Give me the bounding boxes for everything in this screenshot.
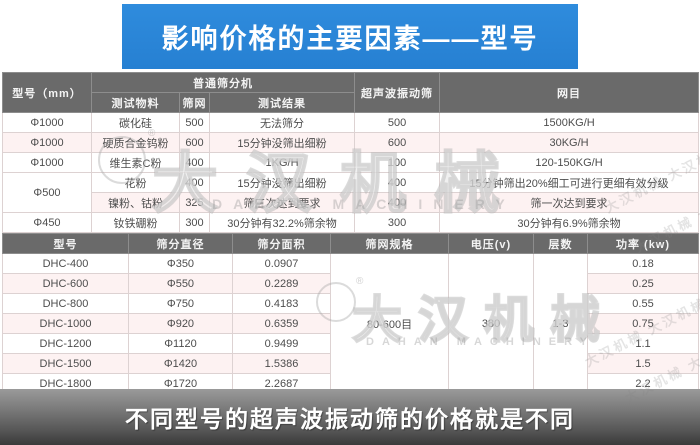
mesh-spec-cell: 80-600目 (330, 253, 449, 395)
result-cell: 筛三次达到要求 (208, 192, 356, 213)
table-row: DHC-600 Φ550 0.2289 0.25 (2, 273, 699, 294)
table-row: 镍粉、钴粉 325 筛三次达到要求 400 筛一次达到要求 (3, 192, 700, 213)
col-header-mesh-spec: 筛网规格 (330, 233, 449, 254)
comparison-table: 型号（mm） 普通筛分机 超声波振动筛 网目 测试物料 筛网 测试结果 Φ100… (2, 72, 700, 233)
footer-banner: 不同型号的超声波振动筛的价格就是不同 (0, 389, 700, 445)
ultrasonic-result-cell: 1500KG/H (439, 112, 700, 133)
material-cell: 镍粉、钴粉 (91, 192, 180, 213)
tables-container: 型号（mm） 普通筛分机 超声波振动筛 网目 测试物料 筛网 测试结果 Φ100… (2, 72, 700, 396)
col-header-power: 功率 (kw) (587, 233, 699, 254)
table-row: DHC-1000 Φ920 0.6359 0.75 (2, 313, 699, 334)
area-cell: 0.9499 (232, 333, 331, 354)
power-cell: 0.18 (587, 253, 699, 274)
col-header-result: 测试结果 (208, 92, 356, 113)
power-cell: 0.25 (587, 273, 699, 294)
spec-table: 型号 筛分直径 筛分面积 筛网规格 电压(v) 层数 功率 (kw) DHC-4… (2, 233, 699, 396)
model-cell: DHC-400 (2, 253, 129, 274)
model-cell: Φ500 (2, 172, 92, 213)
diameter-cell: Φ750 (128, 293, 233, 314)
material-cell: 花粉 (91, 172, 180, 193)
mesh-cell: 325 (179, 192, 210, 213)
model-cell: DHC-1500 (2, 353, 129, 374)
col-header-area: 筛分面积 (232, 233, 331, 254)
diameter-cell: Φ550 (128, 273, 233, 294)
ultrasonic-result-cell: 120-150KG/H (439, 152, 700, 173)
model-cell: DHC-800 (2, 293, 129, 314)
power-cell: 0.55 (587, 293, 699, 314)
ultrasonic-mesh-cell: 400 (354, 172, 441, 193)
mesh-cell: 400 (179, 172, 210, 193)
diameter-cell: Φ350 (128, 253, 233, 274)
mesh-cell: 500 (179, 112, 210, 133)
col-header-common-group: 普通筛分机 (90, 72, 356, 93)
table-row: Φ450 钕铁硼粉 300 30分钟有32.2%筛余物 300 30分钟有6.9… (2, 212, 700, 233)
model-cell: Φ1000 (2, 152, 92, 173)
table-row: Φ1000 维生素C粉 400 1KG/H 100 120-150KG/H (2, 152, 700, 173)
model-cell: DHC-600 (2, 273, 129, 294)
area-cell: 0.6359 (232, 313, 331, 334)
result-cell: 15分钟没筛出细粉 (208, 132, 356, 153)
area-cell: 0.4183 (232, 293, 331, 314)
col-header-model: 型号（mm） (2, 72, 92, 113)
area-cell: 1.5386 (232, 353, 331, 374)
ultrasonic-mesh-cell: 400 (354, 192, 441, 213)
col-header-mesh: 筛网 (179, 92, 210, 113)
mesh-cell: 300 (179, 212, 210, 233)
material-cell: 硬质合金钨粉 (91, 132, 180, 153)
ultrasonic-result-cell: 30KG/H (439, 132, 700, 153)
col-header-material: 测试物料 (91, 92, 180, 113)
table-row: Φ500 花粉 400 15分钟没筛出细粉 400 15分钟筛出20%细工可进行… (2, 172, 700, 213)
model-cell: DHC-1200 (2, 333, 129, 354)
col-header-ultrasonic: 超声波振动筛 (354, 72, 441, 113)
mesh-cell: 600 (179, 132, 210, 153)
result-cell: 1KG/H (208, 152, 356, 173)
title-banner: 影响价格的主要因素——型号 (122, 4, 578, 69)
mesh-cell: 400 (179, 152, 210, 173)
table-row: Φ1000 碳化硅 500 无法筛分 500 1500KG/H (2, 112, 700, 133)
model-cell: Φ1000 (2, 112, 92, 133)
material-cell: 钕铁硼粉 (91, 212, 180, 233)
material-cell: 维生素C粉 (91, 152, 180, 173)
result-cell: 15分钟没筛出细粉 (208, 172, 356, 193)
ultrasonic-mesh-cell: 100 (354, 152, 441, 173)
diameter-cell: Φ1120 (128, 333, 233, 354)
col-header-diameter: 筛分直径 (128, 233, 233, 254)
voltage-cell: 380 (448, 253, 534, 395)
ultrasonic-result-cell: 筛一次达到要求 (439, 192, 700, 213)
col-header-layers: 层数 (533, 233, 588, 254)
col-header-model: 型号 (2, 233, 129, 254)
table-row: Φ1000 硬质合金钨粉 600 15分钟没筛出细粉 600 30KG/H (2, 132, 700, 153)
ultrasonic-result-cell: 30分钟有6.9%筛余物 (439, 212, 700, 233)
ultrasonic-mesh-cell: 500 (354, 112, 441, 133)
diameter-cell: Φ920 (128, 313, 233, 334)
model-cell: Φ1000 (2, 132, 92, 153)
table-row: DHC-1500 Φ1420 1.5386 1.5 (2, 353, 699, 374)
result-cell: 无法筛分 (208, 112, 356, 133)
col-header-mesh-count: 网目 (439, 72, 700, 113)
material-cell: 碳化硅 (91, 112, 180, 133)
diameter-cell: Φ1420 (128, 353, 233, 374)
layers-cell: 1-3 (533, 253, 588, 395)
model-cell: Φ450 (2, 212, 92, 233)
ultrasonic-mesh-cell: 300 (354, 212, 441, 233)
col-header-voltage: 电压(v) (448, 233, 534, 254)
result-cell: 30分钟有32.2%筛余物 (208, 212, 356, 233)
area-cell: 0.2289 (232, 273, 331, 294)
power-cell: 1.5 (587, 353, 699, 374)
table-row: DHC-1200 Φ1120 0.9499 1.1 (2, 333, 699, 354)
power-cell: 1.1 (587, 333, 699, 354)
table-row: DHC-400 Φ350 0.0907 80-600目 380 1-3 0.18 (2, 253, 699, 395)
area-cell: 0.0907 (232, 253, 331, 274)
power-cell: 0.75 (587, 313, 699, 334)
model-cell: DHC-1000 (2, 313, 129, 334)
ultrasonic-result-cell: 15分钟筛出20%细工可进行更细有效分级 (439, 172, 700, 193)
ultrasonic-mesh-cell: 600 (354, 132, 441, 153)
